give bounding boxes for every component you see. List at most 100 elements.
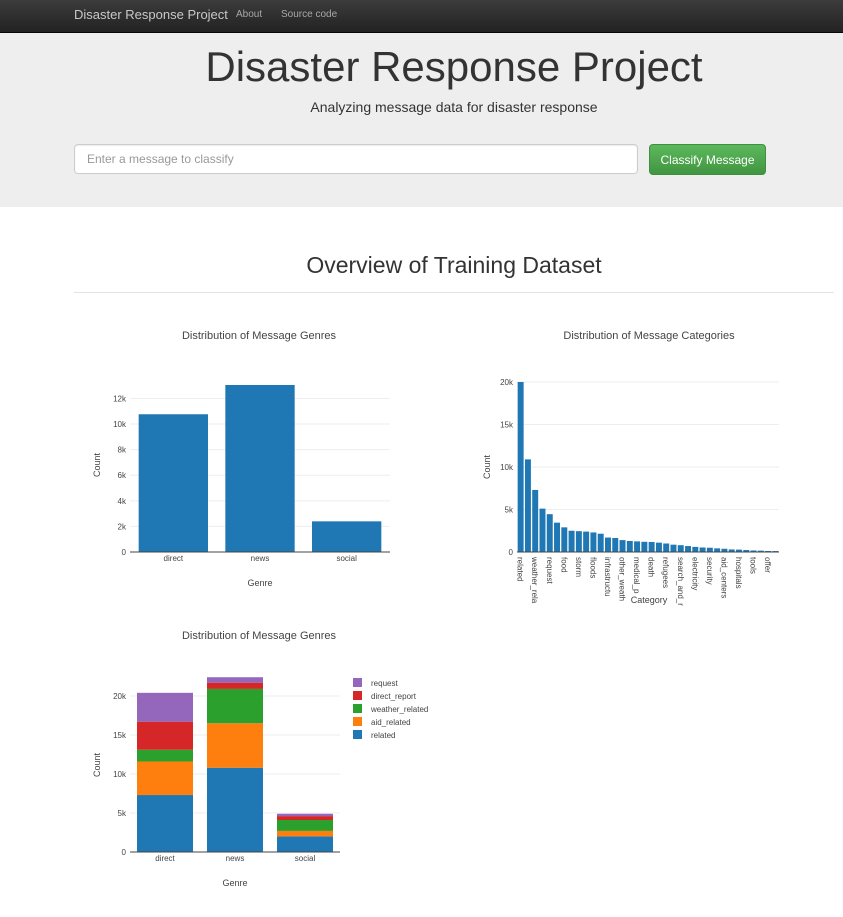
bar-tools [685,546,692,552]
legend-swatch-request [353,678,362,687]
y-axis-title: Count [92,453,102,478]
bar-child_alone [583,531,590,552]
y-tick-label: 0 [122,548,127,557]
y-tick-label: 5k [505,506,514,515]
x-tick-group: offer [763,557,772,573]
bar-clothing [612,537,619,552]
x-tick-group: food [559,557,568,573]
bar-transport [663,543,670,552]
y-axis-title: Count [482,455,492,480]
bar-water [590,532,597,552]
navbar: Disaster Response Project About Source c… [0,0,843,33]
stack-segment-direct_report-news [207,682,263,689]
x-tick-group: storm [574,557,583,577]
bar-shelter [604,537,611,552]
chart-title: Distribution of Message Genres [182,330,337,342]
x-tick-group: floods [588,557,597,578]
y-tick-label: 15k [113,731,127,740]
x-tick-label: infrastructu [603,557,612,597]
x-tick-label: aid_centers [719,557,728,598]
x-tick-group: other_weath [618,557,627,601]
y-tick-label: 8k [118,446,127,455]
y-tick-label: 5k [118,809,127,818]
y-axis-title: Count [92,753,102,778]
x-tick-label: food [559,557,568,573]
x-tick-label: search_and_r [676,557,685,606]
bar-money [619,540,626,552]
x-tick-label: news [226,854,245,863]
bar-weather_related [721,548,728,552]
bar-missing_people [626,540,633,552]
bar-cold [757,550,764,552]
x-tick-group: security [705,557,714,585]
bar-direct [138,414,208,552]
stack-segment-related-social [277,836,333,852]
section-title: Overview of Training Dataset [306,252,602,278]
bar-offer [532,489,539,552]
x-tick-label: hospitals [734,557,743,589]
x-tick-label: security [705,557,714,585]
y-tick-label: 2k [118,522,127,531]
stack-segment-request-direct [137,692,193,722]
legend-swatch-aid_related [353,717,362,726]
y-tick-label: 6k [118,471,127,480]
genre-bar-chart: Distribution of Message Genres 0 2k 4k 6k 8k 1… [92,330,390,588]
chart-title: Distribution of Message Genres [182,630,337,642]
bar-medical_products [554,522,561,552]
x-tick-label: social [336,554,357,563]
navbar-brand[interactable]: Disaster Response Project [74,7,228,22]
stack-segment-direct_report-social [277,816,333,821]
x-tick-label: direct [164,554,184,563]
x-tick-group: tools [749,557,758,574]
message-input[interactable] [74,144,638,174]
x-tick-label: other_weath [618,557,627,601]
nav-link-about[interactable]: About [236,9,263,20]
bar-infrastructure_related [655,542,662,552]
x-tick-group: death [647,557,656,577]
y-tick-label: 4k [118,497,127,506]
nav-link-source-code[interactable]: Source code [281,9,338,20]
bar-other_weather [765,550,772,552]
jumbotron: Disaster Response Project Analyzing mess… [0,33,843,207]
x-tick-label: direct [155,854,175,863]
y-tick-label: 15k [500,421,514,430]
bar-search_and_rescue [561,527,568,552]
y-tick-label: 20k [113,692,127,701]
bar-death [641,541,648,552]
bar-buildings [670,544,677,552]
legend-label-weather_related: weather_related [370,705,428,714]
stack-segment-related-direct [137,795,193,852]
bar-request [524,459,531,552]
y-tick-label: 10k [500,463,514,472]
legend-label-direct_report: direct_report [371,692,417,701]
x-tick-group: infrastructu [603,557,612,597]
bar-aid_related [539,508,546,552]
x-tick-group: refugees [661,557,670,588]
x-axis-title: Genre [247,578,272,588]
stack-segment-direct_report-direct [137,721,193,750]
x-tick-label: refugees [661,557,670,588]
bar-military [575,531,582,552]
x-tick-label: floods [588,557,597,578]
x-tick-group: electricity [690,557,699,590]
x-tick-group: weather_rela [530,556,539,604]
x-tick-label: tools [749,557,758,574]
stack-segment-weather_related-social [277,820,333,831]
stack-segment-weather_related-news [207,688,263,724]
bar-hospitals [692,546,699,552]
page-title: Disaster Response Project [205,43,703,90]
bar-food [597,533,604,552]
x-tick-label: electricity [690,557,699,590]
x-tick-label: offer [763,557,772,573]
bar-electricity [677,545,684,552]
classify-message-button[interactable]: Classify Message [649,144,766,175]
legend-swatch-related [353,730,362,739]
bar-other_infrastructure [714,548,721,552]
y-tick-label: 10k [113,420,127,429]
bar-floods [728,549,735,552]
stack-segment-weather_related-direct [137,749,193,762]
bar-news [225,384,295,552]
x-tick-label: social [295,854,316,863]
bar-fire [743,550,750,552]
x-tick-label: news [251,554,270,563]
